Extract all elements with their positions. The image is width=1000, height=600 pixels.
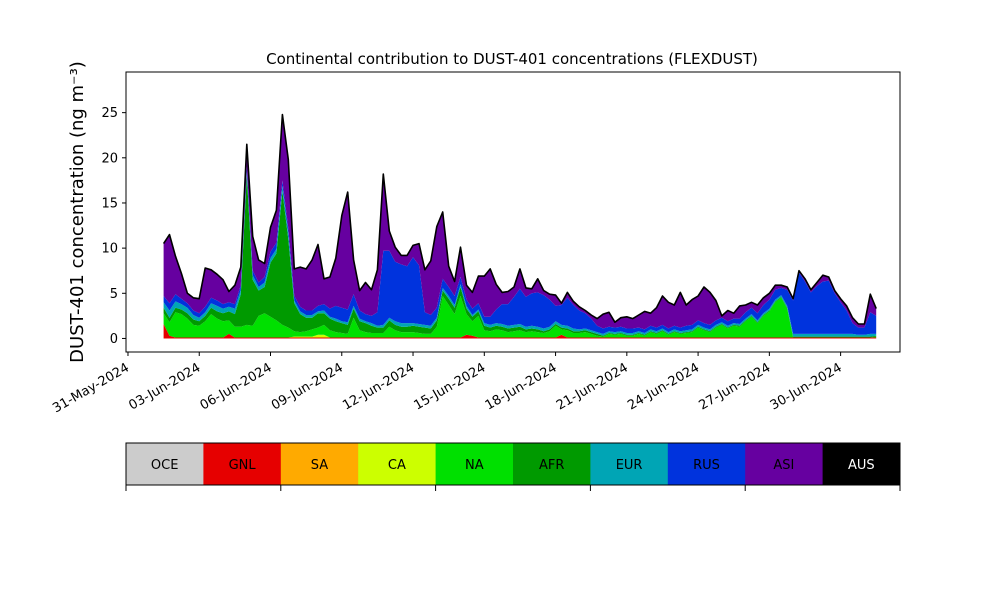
legend-label-oce: OCE: [151, 458, 179, 473]
x-tick-label: 03-Jun-2024: [126, 360, 203, 413]
legend-swatch-na: [435, 443, 514, 485]
plot-frame: [125, 71, 901, 353]
legend-swatch-asi: [745, 443, 824, 485]
legend-swatch-eur: [590, 443, 669, 485]
legend-swatch-sa: [280, 443, 359, 485]
x-tick-label: 27-Jun-2024: [697, 360, 774, 413]
legend-swatch-gnl: [203, 443, 282, 485]
legend-swatch-ca: [358, 443, 437, 485]
legend-label-gnl: GNL: [229, 458, 257, 473]
total-line-layer: [162, 113, 877, 325]
legend-label-sa: SA: [311, 458, 328, 473]
area-series-afr: [163, 175, 877, 338]
x-tick-label: 15-Jun-2024: [411, 360, 488, 413]
legend-label-afr: AFR: [539, 458, 564, 473]
y-tick-label: 25: [101, 106, 118, 121]
plot-area: [163, 114, 877, 339]
x-tick-label: 09-Jun-2024: [269, 360, 346, 413]
legend-label-ca: CA: [388, 458, 406, 473]
x-tick-label: 06-Jun-2024: [198, 360, 275, 413]
y-tick-label: 15: [101, 196, 118, 211]
legend-swatch-rus: [667, 443, 746, 485]
area-series-na: [163, 296, 877, 338]
legend-label-na: NA: [465, 458, 484, 473]
x-tick-label: 24-Jun-2024: [625, 360, 702, 413]
total-line: [162, 113, 877, 325]
legend-label-aus: AUS: [848, 458, 875, 473]
x-tick-label: 30-Jun-2024: [768, 360, 845, 413]
y-axis-label: DUST-401 concentration (ng m⁻³): [67, 61, 88, 363]
y-tick-label: 20: [101, 151, 118, 166]
colorbar-frame: [125, 442, 901, 486]
legend-label-eur: EUR: [616, 458, 643, 473]
y-tick-label: 0: [110, 332, 118, 347]
area-series-asi: [163, 114, 877, 330]
y-axis: 0 5 10 15 20 25: [101, 106, 126, 347]
y-tick-label: 10: [101, 242, 118, 257]
legend-swatch-afr: [513, 443, 591, 485]
chart-title: Continental contribution to DUST-401 con…: [266, 50, 758, 68]
y-tick-label: 5: [110, 287, 118, 302]
legend-colorbar: OCE GNL SA CA NA AFR EUR RUS ASI AUS: [125, 442, 901, 491]
x-tick-label: 31-May-2024: [50, 360, 132, 416]
x-tick-label: 12-Jun-2024: [340, 360, 417, 413]
legend-label-asi: ASI: [773, 458, 794, 473]
x-axis: 31-May-202403-Jun-202406-Jun-202409-Jun-…: [50, 352, 845, 416]
legend-swatch-oce: [126, 443, 204, 485]
legend-swatch-aus: [822, 443, 901, 485]
area-series-rus: [163, 166, 877, 335]
x-tick-label: 21-Jun-2024: [554, 360, 631, 413]
x-tick-label: 18-Jun-2024: [483, 360, 560, 413]
legend-label-rus: RUS: [693, 458, 720, 473]
